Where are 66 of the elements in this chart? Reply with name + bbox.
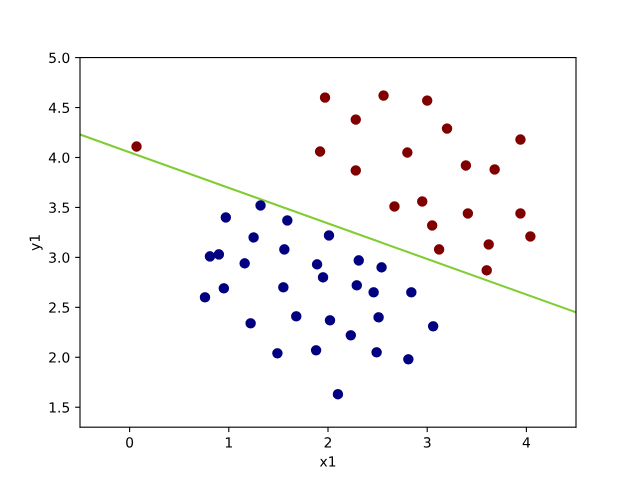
point [371, 347, 382, 358]
point [312, 259, 322, 270]
point [483, 239, 494, 250]
point [376, 262, 387, 273]
point [352, 280, 362, 291]
point [320, 92, 330, 103]
point [248, 232, 259, 243]
point [220, 212, 232, 223]
point [282, 215, 293, 226]
point [434, 244, 444, 255]
point [389, 201, 400, 212]
point [460, 160, 472, 171]
point [368, 287, 379, 298]
x-tick-label: 1 [226, 437, 232, 448]
point [255, 200, 266, 211]
point [346, 330, 356, 341]
y-tick-label: 1.5 [50, 402, 70, 413]
point [131, 141, 142, 152]
point [279, 244, 290, 255]
point [318, 272, 328, 283]
y-tick-label: 5.0 [49, 52, 70, 64]
point [310, 345, 322, 356]
x-tick-label: 4 [522, 437, 530, 448]
point [324, 230, 334, 241]
point [482, 265, 492, 276]
point [324, 315, 336, 326]
point [515, 134, 526, 145]
x-axis-title: x1 [320, 456, 336, 466]
point [417, 196, 428, 207]
point [245, 318, 256, 329]
y-tick-label: 4.0 [48, 152, 70, 163]
x-tick-label: 2 [324, 437, 332, 448]
point [354, 255, 364, 266]
x-tick-label: 0 [126, 437, 134, 448]
point [378, 90, 389, 101]
point [214, 249, 224, 260]
point [373, 312, 384, 323]
point [402, 147, 413, 158]
y-tick-label: 4.5 [48, 102, 70, 114]
point [239, 258, 250, 269]
point [350, 165, 361, 176]
y-tick-label: 3.5 [49, 202, 70, 213]
point [272, 348, 283, 358]
point [403, 354, 414, 364]
point [426, 220, 438, 231]
point [442, 123, 452, 134]
point [200, 292, 210, 303]
x-tick-label: 3 [424, 437, 431, 448]
point [422, 95, 432, 106]
y-tick-label: 2.5 [49, 302, 70, 313]
y-tick-label: 3.0 [49, 252, 70, 263]
point [489, 164, 500, 175]
point [350, 114, 361, 125]
point [204, 251, 216, 262]
point [291, 311, 302, 322]
point [462, 208, 474, 219]
point [406, 287, 417, 298]
y-axis-title: y1 [30, 235, 43, 251]
point [278, 282, 289, 293]
point [525, 231, 536, 242]
point [515, 208, 526, 219]
point [314, 146, 326, 157]
point [218, 283, 230, 294]
point [332, 389, 344, 400]
point [428, 321, 438, 332]
y-tick-label: 2.0 [49, 352, 70, 363]
